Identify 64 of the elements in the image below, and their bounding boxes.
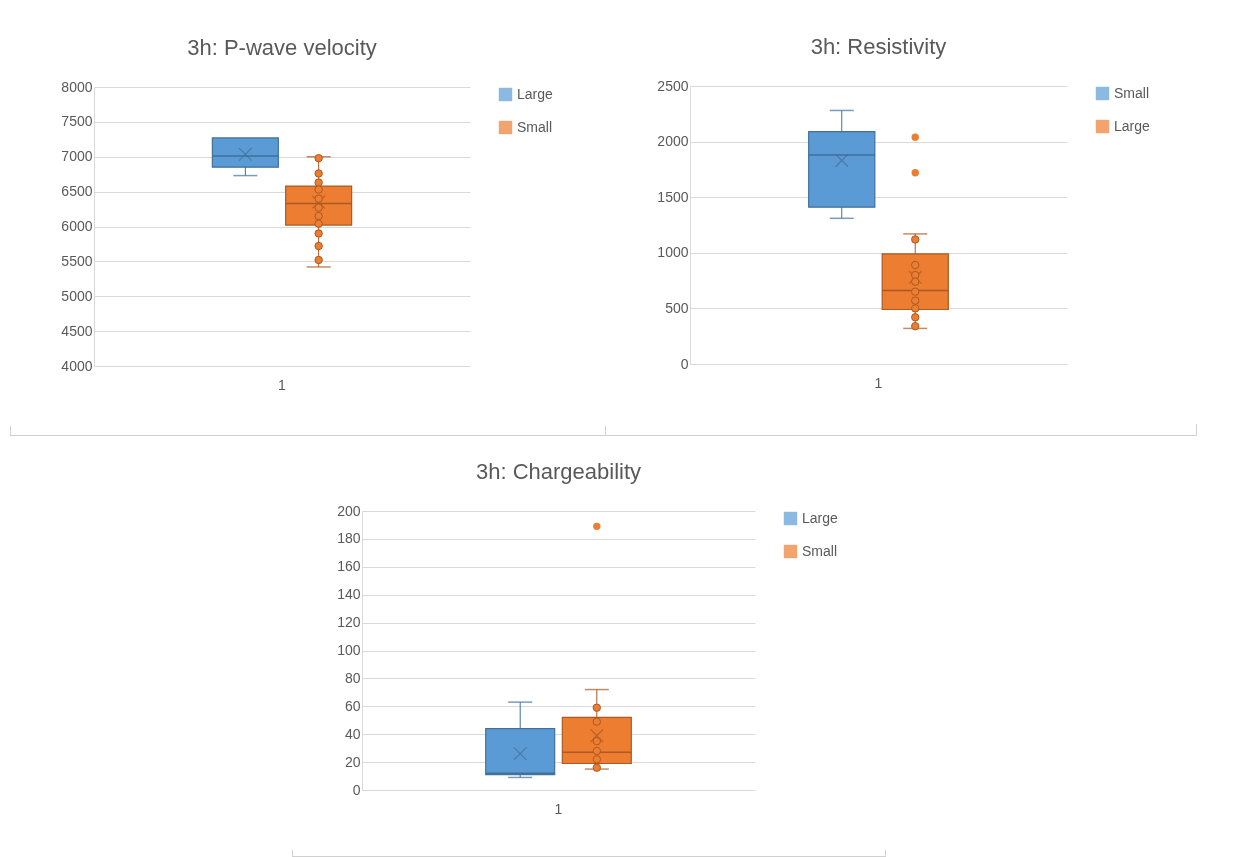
point — [592, 755, 602, 764]
y-tick-label: 160 — [337, 558, 361, 575]
point — [314, 219, 323, 228]
point — [592, 746, 602, 756]
y-tick-label: 6500 — [61, 183, 93, 200]
point — [911, 260, 920, 270]
point — [314, 203, 323, 212]
point — [314, 229, 323, 238]
y-tick-label: 2000 — [657, 133, 689, 150]
chart-title: 3h: Resistivity — [810, 34, 947, 59]
chart-title: 3h: Chargeability — [475, 459, 642, 484]
point — [592, 703, 602, 712]
y-tick-label: 5500 — [61, 252, 93, 269]
point — [911, 277, 920, 286]
y-tick-label: 4500 — [61, 322, 93, 339]
chart-title: 3h: P-wave velocity — [187, 35, 377, 60]
x-tick-label: 1 — [554, 800, 563, 817]
point — [911, 304, 920, 313]
point — [314, 211, 323, 221]
y-tick-label: 200 — [337, 502, 361, 519]
y-tick-label: 140 — [337, 586, 361, 603]
point — [314, 169, 323, 178]
y-tick-label: 1000 — [657, 244, 689, 261]
y-tick-label: 20 — [344, 753, 361, 770]
y-tick-label: 6000 — [61, 218, 93, 234]
y-tick-label: 180 — [337, 530, 361, 547]
legend-label: Large — [1114, 117, 1151, 134]
point — [911, 270, 920, 280]
legend-label: Large — [517, 85, 554, 102]
y-tick-label: 120 — [337, 614, 361, 631]
y-tick-label: 5000 — [61, 287, 93, 304]
legend-label: Small — [802, 542, 838, 559]
point — [592, 763, 602, 772]
y-tick-label: 80 — [344, 669, 361, 686]
legend-label: Large — [802, 509, 839, 526]
point — [314, 185, 323, 194]
y-tick-label: 60 — [344, 697, 361, 714]
y-tick-label: 7500 — [61, 113, 93, 130]
point — [314, 241, 323, 251]
point — [314, 255, 323, 265]
legend-label: Small — [1114, 84, 1150, 101]
point — [911, 235, 920, 244]
y-tick-label: 0 — [352, 781, 361, 798]
point — [314, 194, 323, 203]
y-tick-label: 100 — [337, 642, 361, 658]
point — [911, 321, 920, 331]
point — [592, 717, 602, 726]
legend-label: Small — [517, 118, 553, 135]
x-tick-label: 1 — [874, 374, 883, 391]
point — [314, 153, 323, 163]
y-tick-label: 7000 — [61, 148, 93, 165]
y-tick-label: 8000 — [61, 78, 93, 95]
point — [911, 313, 920, 322]
x-tick-label: 1 — [278, 376, 287, 393]
point — [911, 287, 920, 296]
y-tick-label: 0 — [680, 355, 689, 372]
point — [911, 296, 920, 305]
point — [592, 736, 602, 746]
y-tick-label: 4000 — [61, 357, 93, 374]
point — [314, 178, 323, 187]
y-tick-label: 2500 — [657, 77, 689, 94]
y-tick-label: 40 — [344, 725, 361, 742]
y-tick-label: 500 — [665, 299, 689, 316]
y-tick-label: 1500 — [657, 188, 689, 205]
